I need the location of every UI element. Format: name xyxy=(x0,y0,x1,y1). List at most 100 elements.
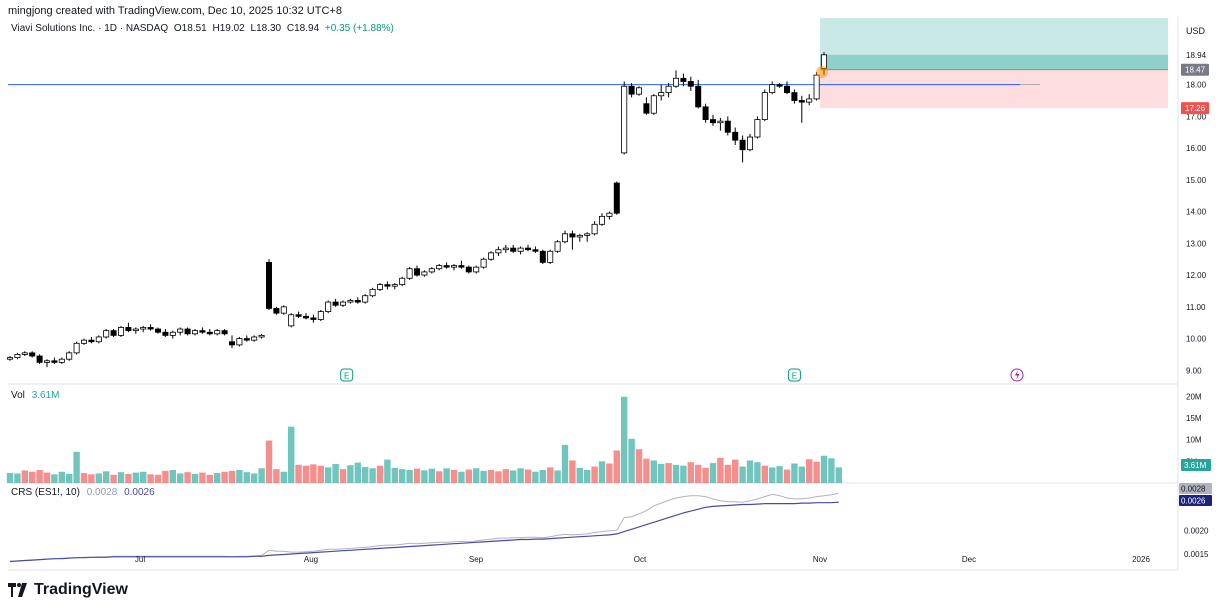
tradingview-logo[interactable]: TradingView xyxy=(8,581,128,599)
candle-up[interactable] xyxy=(473,266,480,273)
candle-up[interactable] xyxy=(169,331,176,336)
candle-up[interactable] xyxy=(362,295,369,303)
candle-up[interactable] xyxy=(44,360,51,363)
crs-line-b[interactable] xyxy=(9,501,839,563)
candle-up[interactable] xyxy=(584,233,591,236)
candle-down[interactable] xyxy=(265,261,272,309)
candle-up[interactable] xyxy=(487,252,494,260)
candle-up[interactable] xyxy=(769,84,776,93)
volume-label[interactable]: Vol xyxy=(11,390,25,401)
candle-down[interactable] xyxy=(228,341,235,346)
candle-down[interactable] xyxy=(784,85,791,93)
currency-label[interactable]: USD xyxy=(1186,26,1206,36)
selected-bar-highlight[interactable] xyxy=(816,65,828,78)
candle-down[interactable] xyxy=(776,84,783,87)
candle-up[interactable] xyxy=(673,77,680,87)
candle-up[interactable] xyxy=(717,120,724,124)
candle-down[interactable] xyxy=(243,338,250,341)
candle-up[interactable] xyxy=(258,334,265,338)
candle-down[interactable] xyxy=(443,265,450,268)
candle-up[interactable] xyxy=(339,301,346,306)
candle-up[interactable] xyxy=(191,330,198,335)
candle-up[interactable] xyxy=(502,247,509,251)
candle-down[interactable] xyxy=(29,352,36,357)
candle-up[interactable] xyxy=(599,215,606,225)
candle-down[interactable] xyxy=(310,317,317,320)
candle-down[interactable] xyxy=(354,300,361,303)
candle-up[interactable] xyxy=(317,311,324,320)
candle-up[interactable] xyxy=(547,250,554,263)
candle-down[interactable] xyxy=(458,265,465,268)
candle-down[interactable] xyxy=(199,330,206,333)
candle-down[interactable] xyxy=(702,106,709,120)
candle-down[interactable] xyxy=(125,327,132,332)
candle-down[interactable] xyxy=(154,328,161,333)
candle-down[interactable] xyxy=(739,139,746,151)
candle-down[interactable] xyxy=(384,284,391,287)
candle-up[interactable] xyxy=(406,268,413,279)
candle-up[interactable] xyxy=(95,336,102,343)
candle-down[interactable] xyxy=(110,330,117,336)
candle-down[interactable] xyxy=(147,327,154,330)
candle-down[interactable] xyxy=(273,308,280,314)
candle-up[interactable] xyxy=(621,85,628,154)
candle-down[interactable] xyxy=(88,339,95,343)
candle-up[interactable] xyxy=(658,92,665,97)
symbol-name[interactable]: Viavi Solutions Inc. · 1D · NASDAQ xyxy=(11,23,169,34)
candle-down[interactable] xyxy=(302,315,309,319)
stop-zone[interactable] xyxy=(820,69,1168,109)
candle-up[interactable] xyxy=(747,136,754,151)
candle-down[interactable] xyxy=(539,250,546,263)
candle-down[interactable] xyxy=(51,360,58,363)
candle-up[interactable] xyxy=(73,342,80,354)
candle-up[interactable] xyxy=(636,87,643,95)
candle-down[interactable] xyxy=(710,119,717,124)
candle-up[interactable] xyxy=(495,249,502,254)
candle-up[interactable] xyxy=(813,74,820,100)
candle-up[interactable] xyxy=(132,328,139,332)
candle-up[interactable] xyxy=(66,352,73,360)
crs-line-a[interactable] xyxy=(9,492,839,562)
candle-up[interactable] xyxy=(280,306,287,314)
candle-up[interactable] xyxy=(325,301,332,312)
candle-down[interactable] xyxy=(695,85,702,108)
earnings-icon[interactable] xyxy=(340,368,354,382)
candle-down[interactable] xyxy=(798,100,805,103)
earnings-icon[interactable] xyxy=(787,368,801,382)
candle-up[interactable] xyxy=(347,300,354,303)
candle-down[interactable] xyxy=(532,249,539,252)
candle-up[interactable] xyxy=(214,330,221,335)
candle-up[interactable] xyxy=(650,95,657,114)
candle-down[interactable] xyxy=(510,247,517,252)
candle-down[interactable] xyxy=(791,92,798,101)
candle-up[interactable] xyxy=(562,233,569,243)
candle-up[interactable] xyxy=(399,277,406,286)
candle-up[interactable] xyxy=(606,212,613,217)
candle-down[interactable] xyxy=(184,328,191,335)
candle-up[interactable] xyxy=(554,241,561,252)
candle-down[interactable] xyxy=(613,182,620,214)
candle-up[interactable] xyxy=(428,268,435,273)
candle-up[interactable] xyxy=(140,327,147,330)
price-chart[interactable]: E E 9.00 10.00 11.00 12.00 13.00 14.00 15.00 16.0… xyxy=(0,0,1223,578)
candle-up[interactable] xyxy=(480,258,487,268)
candle-up[interactable] xyxy=(58,358,65,363)
candle-up[interactable] xyxy=(81,339,88,344)
candle-up[interactable] xyxy=(665,85,672,93)
candle-up[interactable] xyxy=(118,327,125,336)
candle-up[interactable] xyxy=(376,284,383,290)
candle-up[interactable] xyxy=(517,247,524,252)
candle-down[interactable] xyxy=(295,314,302,317)
candle-down[interactable] xyxy=(525,247,532,251)
candle-up[interactable] xyxy=(761,92,768,120)
candle-up[interactable] xyxy=(236,338,243,346)
candle-down[interactable] xyxy=(221,330,228,335)
candle-up[interactable] xyxy=(177,328,184,333)
candle-up[interactable] xyxy=(7,357,13,360)
candle-up[interactable] xyxy=(251,336,258,341)
candle-up[interactable] xyxy=(591,223,598,235)
candle-down[interactable] xyxy=(724,120,731,133)
candle-up[interactable] xyxy=(806,98,813,103)
crs-label[interactable]: CRS (ES1!, 10) xyxy=(11,487,80,498)
candle-up[interactable] xyxy=(436,265,443,270)
